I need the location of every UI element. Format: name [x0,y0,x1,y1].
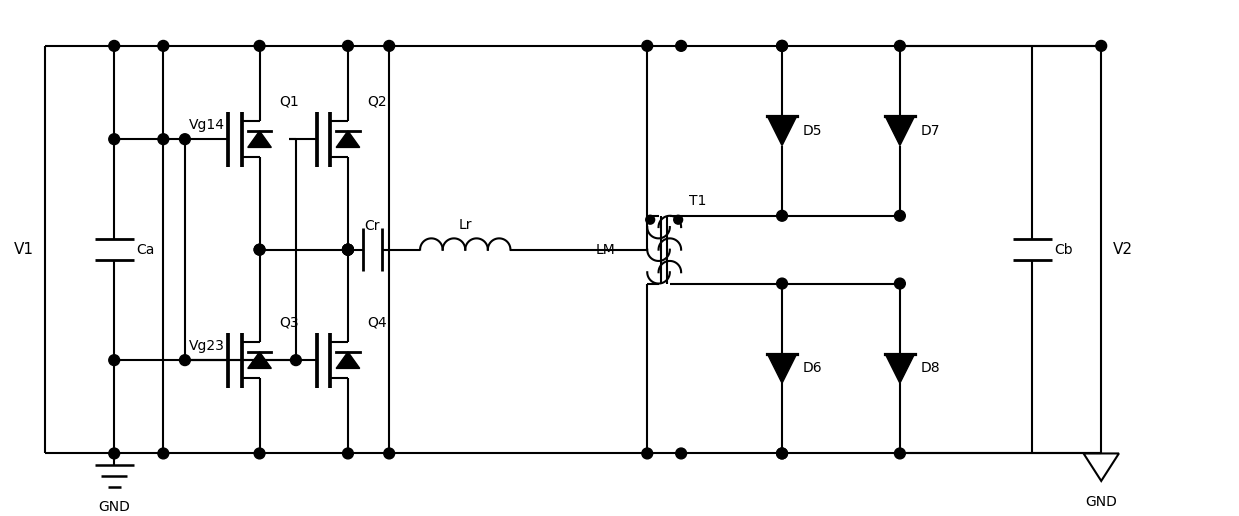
Text: Q2: Q2 [368,95,388,109]
Circle shape [642,40,653,51]
Circle shape [895,211,906,221]
Circle shape [109,134,120,144]
Circle shape [674,215,683,224]
Circle shape [777,40,788,51]
Circle shape [254,448,265,459]
Text: LM: LM [596,243,616,256]
Text: D6: D6 [803,362,823,376]
Polygon shape [885,354,914,383]
Polygon shape [248,352,271,368]
Circle shape [254,40,265,51]
Text: Q3: Q3 [279,316,299,330]
Circle shape [777,40,788,51]
Text: Vg14: Vg14 [188,118,224,132]
Circle shape [254,244,265,255]
Circle shape [290,354,301,365]
Circle shape [895,40,906,51]
Polygon shape [248,131,271,148]
Text: Lr: Lr [458,218,472,232]
Circle shape [342,244,353,255]
Text: Cr: Cr [364,219,380,233]
Circle shape [1095,40,1106,51]
Circle shape [777,278,788,289]
Text: D5: D5 [803,124,823,138]
Polygon shape [336,352,359,368]
Text: GND: GND [98,499,130,513]
Circle shape [342,244,353,255]
Circle shape [342,244,353,255]
Polygon shape [885,116,914,146]
Text: Cb: Cb [1054,243,1073,256]
Circle shape [777,448,788,459]
Circle shape [157,134,169,144]
Circle shape [777,211,788,221]
Text: V1: V1 [14,242,33,257]
Polygon shape [336,131,359,148]
Circle shape [342,448,353,459]
Circle shape [180,354,191,365]
Text: T1: T1 [689,194,706,208]
Circle shape [384,448,394,459]
Text: GND: GND [1085,495,1118,509]
Circle shape [777,448,788,459]
Circle shape [109,354,120,365]
Circle shape [895,278,906,289]
Circle shape [157,40,169,51]
Text: D7: D7 [921,124,940,138]
Circle shape [384,40,394,51]
Circle shape [254,244,265,255]
Text: Q4: Q4 [368,316,388,330]
Text: Ca: Ca [136,243,154,256]
Circle shape [342,244,353,255]
Circle shape [109,448,120,459]
Circle shape [109,40,120,51]
Polygon shape [767,116,797,146]
Circle shape [675,448,686,459]
Circle shape [646,215,654,224]
Circle shape [642,448,653,459]
Circle shape [342,40,353,51]
Circle shape [157,448,169,459]
Text: Vg23: Vg23 [188,340,224,353]
Circle shape [675,40,686,51]
Circle shape [180,134,191,144]
Circle shape [895,448,906,459]
Text: Q1: Q1 [279,95,299,109]
Text: D8: D8 [921,362,940,376]
Polygon shape [767,354,797,383]
Text: V2: V2 [1113,242,1132,257]
